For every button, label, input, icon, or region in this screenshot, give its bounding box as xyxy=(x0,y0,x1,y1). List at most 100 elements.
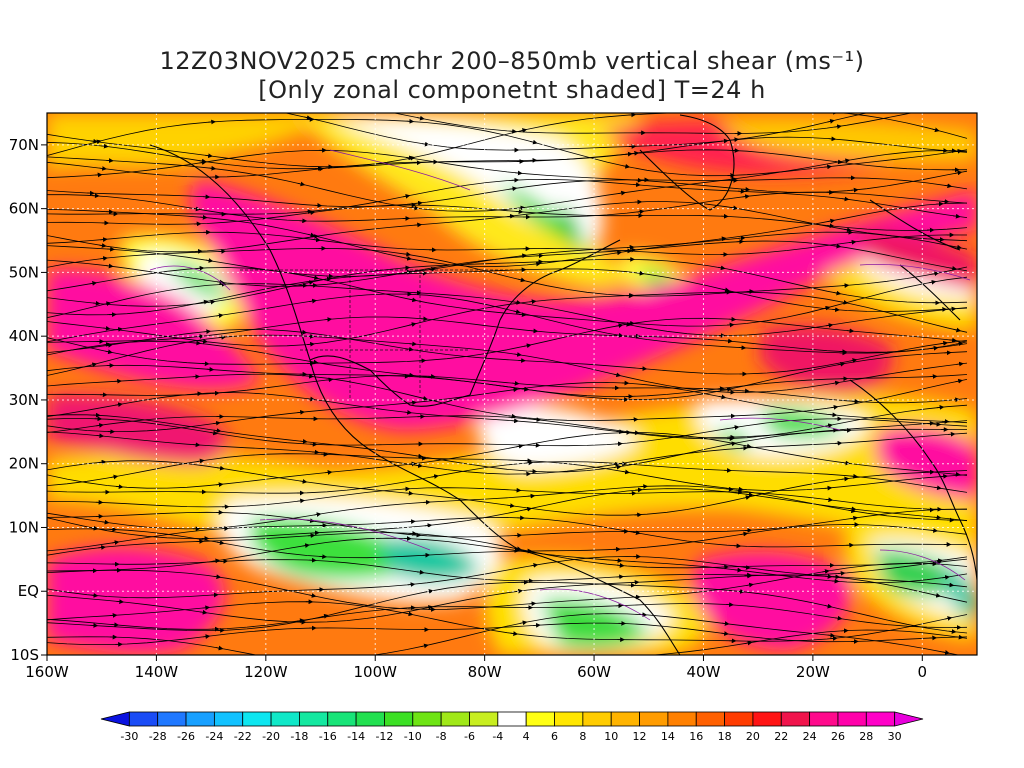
streamline-arrow xyxy=(848,239,857,245)
streamline-arrow xyxy=(111,622,120,628)
streamline-arrow xyxy=(824,603,833,609)
streamline-arrow xyxy=(948,306,957,312)
streamline-arrow xyxy=(955,634,964,640)
streamline-arrow xyxy=(513,309,521,314)
streamline-arrow xyxy=(200,338,208,344)
streamline-arrow xyxy=(316,166,324,172)
lat-tick-label: 40N xyxy=(9,327,39,345)
streamline xyxy=(47,488,968,539)
streamline xyxy=(47,293,968,354)
streamline-arrow xyxy=(519,253,528,259)
colorbar-box xyxy=(752,711,782,727)
streamline xyxy=(47,517,968,552)
streamline xyxy=(47,258,968,307)
streamline-arrow xyxy=(519,128,528,133)
streamline-arrow xyxy=(89,281,98,286)
streamline-arrow xyxy=(930,345,939,351)
streamline-arrow xyxy=(837,361,846,367)
colorbar-label: 26 xyxy=(831,730,845,743)
streamline-arrow xyxy=(321,613,329,619)
streamline-arrow xyxy=(948,629,957,634)
streamline-arrow xyxy=(614,250,623,256)
colorbar-label: 4 xyxy=(523,730,530,743)
colorbar-label: 6 xyxy=(551,730,558,743)
streamline-arrow xyxy=(827,632,836,638)
streamline-arrow xyxy=(742,187,751,192)
streamline xyxy=(47,113,968,168)
streamline-arrow xyxy=(424,523,433,528)
streamline xyxy=(47,622,968,645)
colorbar-label: 18 xyxy=(718,730,732,743)
streamline-arrow xyxy=(313,512,322,517)
zero-shear-contours xyxy=(149,149,971,621)
streamline-arrow xyxy=(533,261,542,267)
streamline-arrow xyxy=(613,464,622,470)
streamline-arrow xyxy=(717,265,726,271)
streamline-arrow xyxy=(310,100,316,101)
streamline-arrow xyxy=(199,160,207,165)
streamline-arrow xyxy=(205,153,213,159)
streamline xyxy=(47,268,968,316)
streamline xyxy=(283,113,868,151)
streamline-arrow xyxy=(408,322,417,327)
streamline-arrow xyxy=(955,378,964,384)
streamline-arrow xyxy=(213,428,222,433)
streamline-arrow xyxy=(115,327,123,332)
streamline-arrow xyxy=(299,329,308,335)
streamline-arrow xyxy=(103,342,111,347)
streamline-arrow xyxy=(731,425,740,430)
streamline-arrow xyxy=(325,377,334,383)
colorbar-label: 24 xyxy=(803,730,817,743)
streamline-arrow xyxy=(200,214,208,220)
streamline-arrow xyxy=(742,194,750,199)
streamline-arrow xyxy=(297,409,305,415)
colorbar-box xyxy=(809,711,839,727)
streamline-arrow xyxy=(848,506,857,512)
streamline-arrow xyxy=(93,139,102,145)
streamline-arrow xyxy=(106,263,114,269)
streamline-arrow xyxy=(199,609,208,615)
streamline-arrow xyxy=(949,337,957,343)
streamline-arrow xyxy=(744,443,752,449)
streamline-arrow xyxy=(519,620,528,626)
streamline-arrow xyxy=(309,298,317,304)
lon-tick-label: 160W xyxy=(25,663,69,681)
streamline-arrow xyxy=(213,574,222,580)
streamline-arrow xyxy=(827,119,835,124)
streamline-arrow xyxy=(846,328,855,334)
streamline-arrow xyxy=(510,387,519,393)
streamline-arrow xyxy=(528,299,537,304)
colorbar-box xyxy=(384,711,414,727)
streamline-arrow xyxy=(416,569,425,575)
streamline-arrow xyxy=(507,503,515,508)
streamline-arrow xyxy=(202,634,211,639)
streamline-arrow xyxy=(824,164,832,170)
streamline-arrow xyxy=(217,465,225,471)
streamline-arrow xyxy=(402,265,411,271)
colorbar-label: 22 xyxy=(774,730,788,743)
streamline-arrow xyxy=(952,471,961,477)
streamline-arrow xyxy=(745,492,754,497)
streamline xyxy=(47,603,968,630)
lon-tick-label: 140W xyxy=(135,663,179,681)
colorbar-box xyxy=(724,711,754,727)
streamline xyxy=(47,283,968,336)
streamline-arrow xyxy=(299,479,308,484)
colorbar-box xyxy=(865,711,896,727)
streamline-arrow xyxy=(517,205,526,211)
streamline-arrow xyxy=(197,458,205,464)
colorbar-box xyxy=(610,711,640,727)
streamline-arrow xyxy=(324,276,332,282)
streamline-arrow xyxy=(297,181,306,187)
streamline-arrow xyxy=(946,582,955,588)
streamline-arrow xyxy=(955,341,964,347)
colorbar-box xyxy=(355,711,385,727)
streamline-arrow xyxy=(103,325,111,331)
streamline-arrow xyxy=(407,582,416,587)
streamline xyxy=(47,418,968,447)
colorbar-label: -6 xyxy=(464,730,475,743)
streamline-arrow xyxy=(318,665,324,666)
streamline-arrow xyxy=(90,592,99,598)
streamline-arrow xyxy=(530,139,538,145)
streamline-arrow xyxy=(734,567,743,573)
